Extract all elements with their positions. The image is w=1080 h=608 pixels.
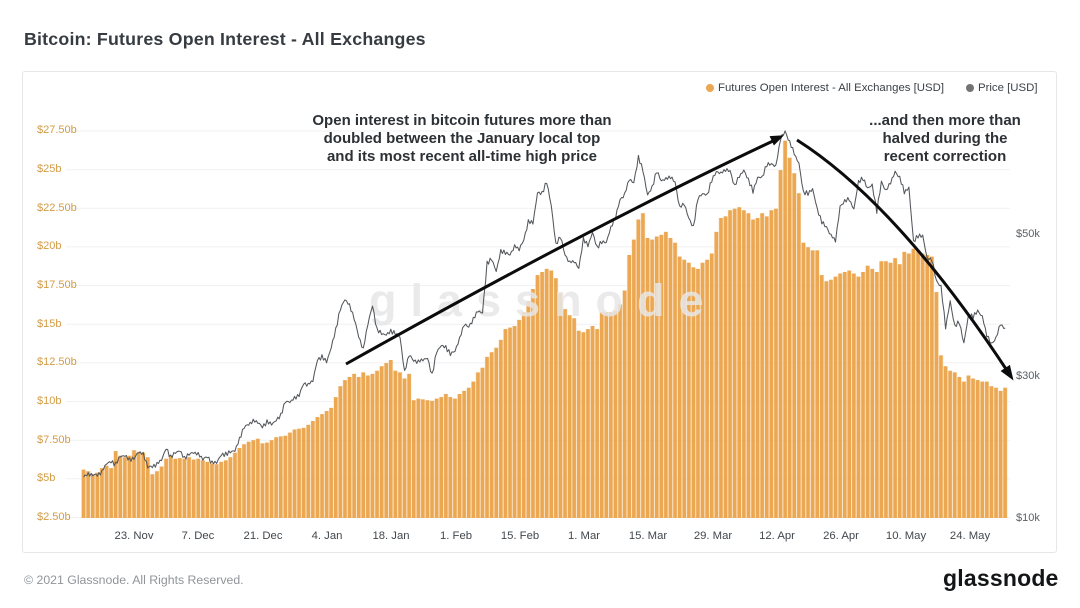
svg-text:glassnode: glassnode <box>369 275 718 326</box>
